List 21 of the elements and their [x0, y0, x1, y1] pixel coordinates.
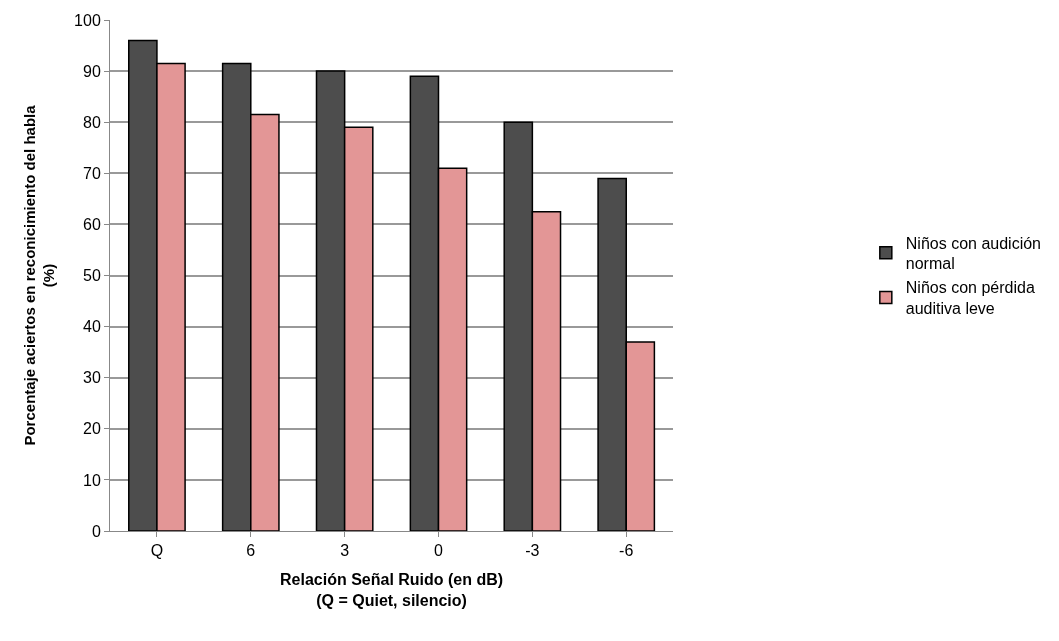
y-tick-label: 40	[83, 318, 101, 336]
y-tick-label: 0	[91, 522, 101, 540]
x-tick-label: 0	[434, 542, 444, 560]
y-tick-label: 30	[83, 369, 101, 387]
x-tick-label: Q	[150, 542, 164, 560]
x-tick-label: 6	[246, 542, 256, 560]
y-tick-label: 10	[83, 471, 101, 489]
x-tick-label: 3	[340, 542, 350, 560]
y-axis-title: Porcentaje aciertos en reconicimiento del habla (%)	[20, 104, 58, 446]
y-tick-label: 100	[74, 11, 101, 29]
y-tick-label: 90	[83, 62, 101, 80]
y-tick-label: 80	[83, 113, 101, 131]
legend-label: Niños con audición normal	[905, 234, 1042, 273]
x-tick-label: -3	[525, 542, 540, 560]
y-tick-label: 50	[83, 267, 101, 285]
x-axis-title: Relación Señal Ruido (en dB) (Q = Quiet, silencio)	[280, 570, 504, 609]
x-tick-label: -6	[619, 542, 634, 560]
y-tick-label: 60	[83, 216, 101, 233]
y-tick-label: 20	[83, 420, 101, 438]
legend-label: Niños con pérdida auditiva leve	[905, 279, 1035, 318]
y-tick-label: 70	[83, 164, 101, 182]
